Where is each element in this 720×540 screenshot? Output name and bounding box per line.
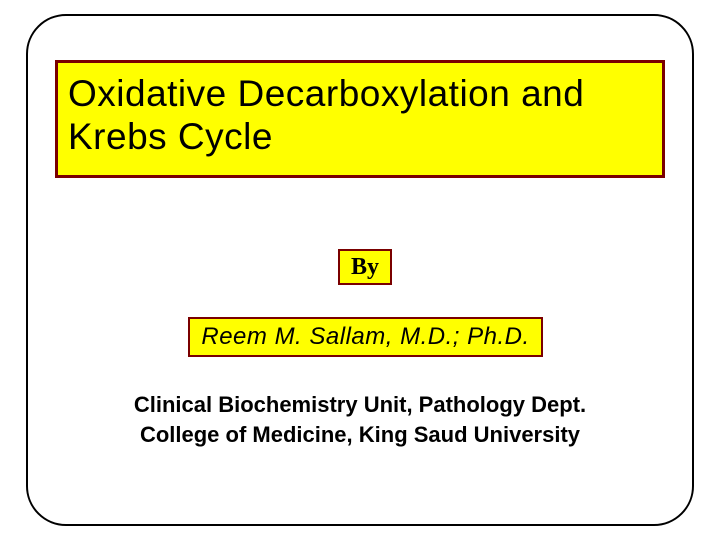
- by-text: By: [351, 254, 379, 281]
- author-box: Reem M. Sallam, M.D.; Ph.D.: [188, 317, 543, 357]
- title-box: Oxidative Decarboxylation and Krebs Cycl…: [55, 60, 665, 178]
- affiliation-block: Clinical Biochemistry Unit, Pathology De…: [60, 390, 660, 449]
- title-text: Oxidative Decarboxylation and Krebs Cycl…: [68, 73, 652, 158]
- slide: Oxidative Decarboxylation and Krebs Cycl…: [0, 0, 720, 540]
- affiliation-line-2: College of Medicine, King Saud Universit…: [60, 420, 660, 450]
- affiliation-line-1: Clinical Biochemistry Unit, Pathology De…: [60, 390, 660, 420]
- by-box: By: [338, 249, 392, 285]
- author-text: Reem M. Sallam, M.D.; Ph.D.: [201, 323, 529, 351]
